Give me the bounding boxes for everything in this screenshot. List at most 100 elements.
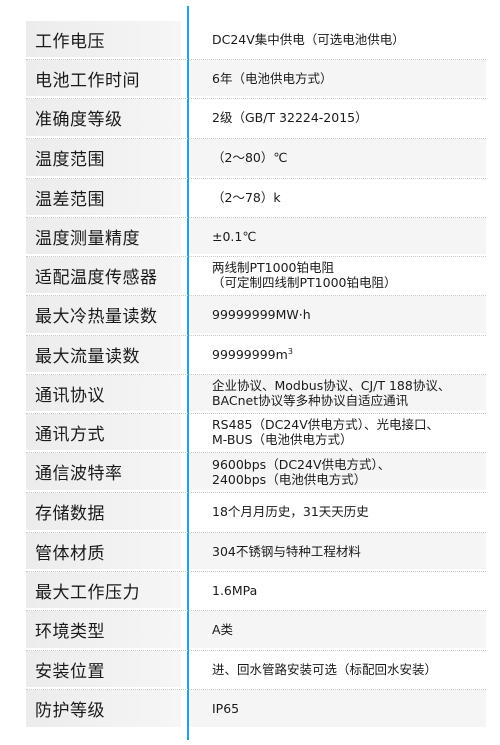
spec-value: 9600bps（DC24V供电方式）、 2400bps（电池供电方式） xyxy=(212,452,484,491)
spec-value: 企业协议、Modbus协议、CJ/T 188协议、 BACnet协议等多种协议自… xyxy=(212,374,484,412)
value-background xyxy=(189,493,486,530)
spec-row-temperature-precision: 温度测量精度 ±0.1℃ xyxy=(0,217,500,255)
spec-row-max-working-pressure: 最大工作压力 1.6MPa xyxy=(0,571,500,609)
value-background xyxy=(189,414,486,450)
spec-value: DC24V集中供电（可选电池供电） xyxy=(212,20,484,58)
row-separator xyxy=(26,413,486,414)
value-background xyxy=(189,60,486,96)
spec-value-line: ±0.1℃ xyxy=(212,228,257,244)
row-separator xyxy=(26,492,486,493)
spec-row-environment-type: 环境类型 A类 xyxy=(0,610,500,649)
spec-value-line: （可定制四线制PT1000铂电阻） xyxy=(212,275,397,290)
spec-row-accuracy-class: 准确度等级 2级（GB/T 32224-2015） xyxy=(0,98,500,137)
spec-label: 安装位置 xyxy=(35,661,105,682)
spec-label: 通信波特率 xyxy=(35,464,123,484)
spec-row-temperature-range: 温度范围 （2～80）℃ xyxy=(0,138,500,177)
spec-value: RS485（DC24V供电方式）、光电接口、 M-BUS（电池供电方式） xyxy=(212,413,484,451)
row-separator xyxy=(26,650,486,651)
label-background xyxy=(26,218,181,254)
spec-value-line: RS485（DC24V供电方式）、光电接口、 xyxy=(212,417,440,432)
value-background xyxy=(189,453,486,490)
spec-row-max-flow-reading: 最大流量读数 99999999m3 xyxy=(0,335,500,373)
spec-value-line: IP65 xyxy=(212,701,240,716)
row-separator xyxy=(26,532,486,533)
row-separator xyxy=(26,689,486,690)
label-background xyxy=(26,572,181,608)
label-background xyxy=(26,139,181,176)
label-background xyxy=(26,60,181,96)
value-background xyxy=(189,336,486,372)
row-separator xyxy=(26,335,486,336)
value-background xyxy=(189,257,486,293)
spec-value: 两线制PT1000铂电阻 （可定制四线制PT1000铂电阻） xyxy=(212,256,484,294)
spec-label: 管体材质 xyxy=(35,543,105,564)
spec-value-line: BACnet协议等多种协议自适应通讯 xyxy=(212,393,409,408)
label-background xyxy=(26,296,181,333)
spec-value-line: 304不锈钢与特种工程材料 xyxy=(212,543,361,559)
spec-value-line: 2级（GB/T 32224-2015） xyxy=(212,110,368,125)
spec-value-line: （2～78）k xyxy=(212,189,281,205)
row-separator xyxy=(26,98,486,99)
label-background xyxy=(26,257,181,293)
spec-value-line: 企业协议、Modbus协议、CJ/T 188协议、 xyxy=(212,378,451,393)
spec-value-line: 2400bps（电池供电方式） xyxy=(212,471,367,487)
spec-value-line: 99999999MW·h xyxy=(212,307,311,322)
spec-value: 6年（电池供电方式） xyxy=(212,59,484,97)
spec-value-line: 两线制PT1000铂电阻 xyxy=(212,260,334,275)
spec-label: 温差范围 xyxy=(35,189,105,210)
spec-value: 1.6MPa xyxy=(212,571,484,609)
spec-value-line: 进、回水管路安装可选（标配回水安装） xyxy=(212,661,438,677)
spec-row-max-energy-reading: 最大冷热量读数 99999999MW·h xyxy=(0,295,500,334)
spec-value: 99999999MW·h xyxy=(212,295,484,334)
label-background xyxy=(26,99,181,136)
spec-value: ±0.1℃ xyxy=(212,217,484,255)
spec-label: 温度测量精度 xyxy=(35,228,140,249)
label-background xyxy=(26,533,181,569)
value-background xyxy=(189,139,486,176)
spec-value-line: （2～80）℃ xyxy=(212,150,288,165)
spec-value-line: 99999999m3 xyxy=(212,347,484,362)
spec-label: 通讯协议 xyxy=(35,385,105,406)
label-background xyxy=(26,453,181,490)
spec-row-body-material: 管体材质 304不锈钢与特种工程材料 xyxy=(0,532,500,570)
value-background xyxy=(189,690,486,727)
flow-value: 99999999m xyxy=(212,346,288,362)
value-background xyxy=(189,179,486,215)
spec-row-installation-position: 安装位置 进、回水管路安装可选（标配回水安装） xyxy=(0,650,500,688)
value-background xyxy=(189,572,486,608)
label-background xyxy=(26,21,181,57)
row-separator xyxy=(26,138,486,139)
spec-label: 适配温度传感器 xyxy=(35,267,158,288)
spec-row-data-storage: 存储数据 18个月月历史，31天天历史 xyxy=(0,492,500,531)
spec-value: A类 xyxy=(212,610,484,649)
flow-unit-superscript: 3 xyxy=(287,346,293,356)
spec-row-communication-method: 通讯方式 RS485（DC24V供电方式）、光电接口、 M-BUS（电池供电方式… xyxy=(0,413,500,451)
spec-row-communication-protocol: 通讯协议 企业协议、Modbus协议、CJ/T 188协议、 BACnet协议等… xyxy=(0,374,500,412)
spec-row-protection-rating: 防护等级 IP65 xyxy=(0,689,500,728)
row-separator xyxy=(26,374,486,375)
value-background xyxy=(189,99,486,136)
spec-row-temperature-difference: 温差范围 （2～78）k xyxy=(0,178,500,216)
spec-value: （2～80）℃ xyxy=(212,138,484,177)
value-background xyxy=(189,296,486,333)
spec-row-baud-rate: 通信波特率 9600bps（DC24V供电方式）、 2400bps（电池供电方式… xyxy=(0,452,500,491)
label-background xyxy=(26,336,181,372)
label-background xyxy=(26,493,181,530)
spec-label: 通讯方式 xyxy=(35,424,105,445)
spec-label: 环境类型 xyxy=(35,622,105,642)
label-background xyxy=(26,179,181,215)
row-separator xyxy=(26,217,486,218)
spec-label: 最大流量读数 xyxy=(35,346,140,367)
row-separator xyxy=(26,256,486,257)
spec-label: 工作电压 xyxy=(35,31,105,52)
spec-value-line: 6年（电池供电方式） xyxy=(212,70,333,86)
spec-value-line: M-BUS（电池供电方式） xyxy=(212,432,353,447)
spec-label: 最大冷热量读数 xyxy=(35,307,158,327)
row-separator xyxy=(26,295,486,296)
label-background xyxy=(26,375,181,411)
spec-value: 99999999m3 xyxy=(212,335,484,373)
label-background xyxy=(26,611,181,648)
value-background xyxy=(189,21,486,57)
spec-label: 准确度等级 xyxy=(35,110,123,130)
